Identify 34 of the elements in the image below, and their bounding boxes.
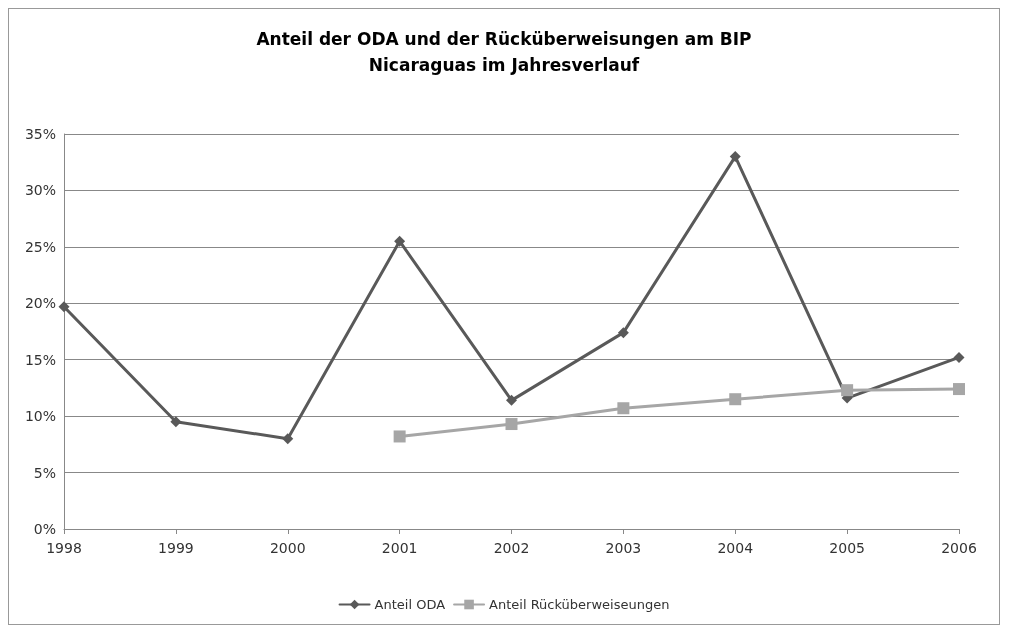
y-tick-label: 35% <box>24 126 56 142</box>
x-tick-label: 2003 <box>605 540 642 556</box>
x-tick-label: 2002 <box>493 540 530 556</box>
x-tick-label: 1999 <box>158 540 194 556</box>
point <box>394 235 406 247</box>
point <box>282 433 294 445</box>
point <box>617 402 630 415</box>
x-tick-label: 2006 <box>941 540 977 556</box>
point <box>506 394 517 406</box>
point <box>729 151 741 163</box>
x-tick-label: 2004 <box>717 540 754 556</box>
y-tick-label: 0% <box>33 521 56 537</box>
x-tick-label: 2000 <box>269 540 306 556</box>
y-tick-label: 15% <box>24 351 56 368</box>
chart-title: Anteil der ODA und der Rücküberweisungen am BIP Nicaraguas im Jahresverlauf <box>256 29 752 75</box>
y-tick-label: 20% <box>24 295 56 312</box>
point <box>953 383 965 396</box>
point <box>505 418 518 431</box>
legend-label: Anteil Rücküberweiseungen <box>489 597 670 612</box>
legend-label: Anteil ODA <box>374 597 446 612</box>
y-tick-label: 5% <box>33 464 56 481</box>
x-tick-label: 2005 <box>829 540 865 556</box>
point <box>617 327 629 339</box>
point <box>841 384 854 397</box>
point <box>58 301 70 313</box>
point <box>393 430 406 443</box>
point <box>729 393 742 406</box>
point <box>953 351 965 363</box>
y-tick-label: 30% <box>24 182 56 199</box>
y-tick-label: 10% <box>24 408 56 425</box>
y-tick-label: 25% <box>24 238 56 255</box>
point <box>170 416 182 428</box>
x-tick-label: 2001 <box>381 540 418 556</box>
x-tick-label: 1998 <box>46 540 82 556</box>
